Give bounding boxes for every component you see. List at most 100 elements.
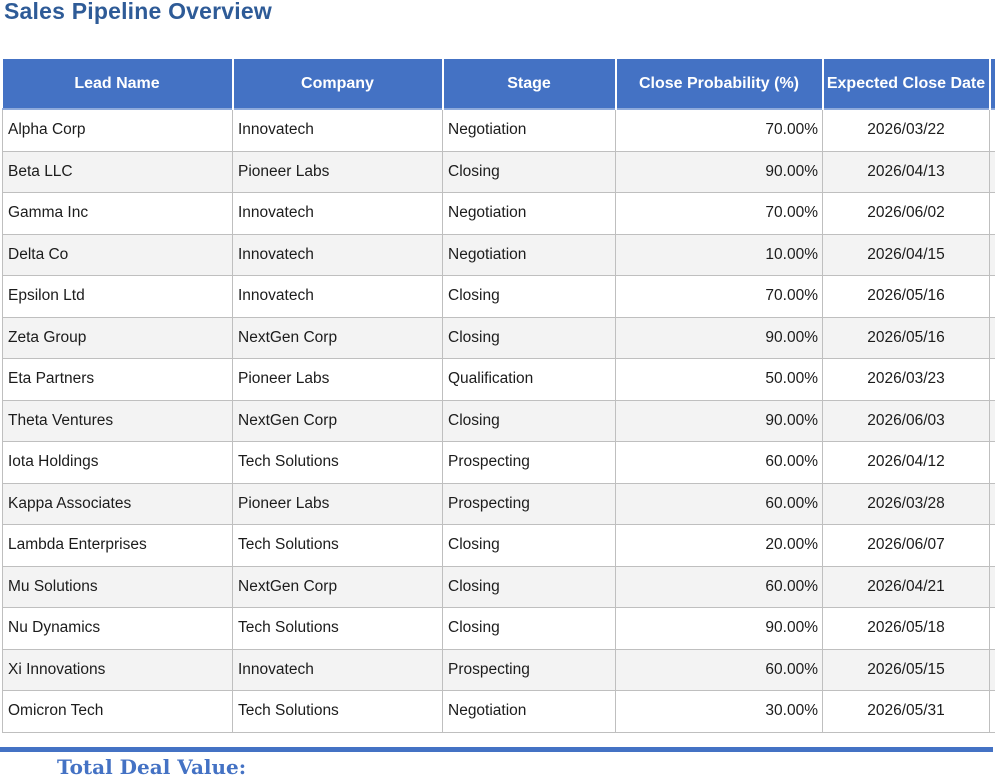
cell-expected_close_date: 2026/04/12 [822, 441, 990, 484]
cell-company: NextGen Corp [232, 399, 443, 442]
column-header-close_probability: Close Probability (%) [615, 59, 824, 109]
cell-lead_name: Alpha Corp [2, 108, 233, 152]
cell-stage: Closing [442, 524, 616, 567]
table-row: Nu Dynamics Tech Solutions Closing 90.00% 20… [2, 607, 995, 650]
cell-close_probability: 70.00% [615, 192, 823, 235]
cell-company: NextGen Corp [232, 316, 443, 359]
column-header-company: Company [232, 59, 444, 109]
cell-close_probability: 60.00% [615, 482, 823, 525]
pipeline-table: Lead Name Company Stage Close Probability (… [2, 59, 995, 733]
cell-expected_close_date: 2026/03/23 [822, 358, 990, 401]
cell-stage: Closing [442, 275, 616, 318]
cell-clipped_extra [989, 690, 995, 733]
cell-expected_close_date: 2026/04/15 [822, 233, 990, 276]
cell-lead_name: Beta LLC [2, 150, 233, 193]
cell-close_probability: 70.00% [615, 275, 823, 318]
cell-company: NextGen Corp [232, 565, 443, 608]
cell-close_probability: 90.00% [615, 150, 823, 193]
cell-stage: Negotiation [442, 108, 616, 152]
cell-clipped_extra [989, 607, 995, 650]
cell-lead_name: Xi Innovations [2, 648, 233, 691]
cell-company: Tech Solutions [232, 690, 443, 733]
cell-lead_name: Nu Dynamics [2, 607, 233, 650]
cell-expected_close_date: 2026/04/21 [822, 565, 990, 608]
cell-lead_name: Omicron Tech [2, 690, 233, 733]
cell-expected_close_date: 2026/05/18 [822, 607, 990, 650]
cell-stage: Prospecting [442, 482, 616, 525]
cell-stage: Closing [442, 399, 616, 442]
cell-company: Innovatech [232, 192, 443, 235]
column-header-expected_close_date: Expected Close Date [822, 59, 991, 109]
table-row: Epsilon Ltd Innovatech Closing 70.00% 2026/0… [2, 275, 995, 318]
table-row: Lambda Enterprises Tech Solutions Closing 2… [2, 524, 995, 567]
cell-close_probability: 70.00% [615, 108, 823, 152]
cell-expected_close_date: 2026/06/03 [822, 399, 990, 442]
column-header-stage: Stage [442, 59, 617, 109]
cell-clipped_extra [989, 233, 995, 276]
table-row: Xi Innovations Innovatech Prospecting 60.00… [2, 648, 995, 691]
table-row: Zeta Group NextGen Corp Closing 90.00% 2026/… [2, 316, 995, 359]
cell-lead_name: Iota Holdings [2, 441, 233, 484]
cell-lead_name: Kappa Associates [2, 482, 233, 525]
cell-clipped_extra [989, 316, 995, 359]
cell-close_probability: 90.00% [615, 399, 823, 442]
header-row: Lead Name Company Stage Close Probability (… [2, 59, 995, 109]
cell-expected_close_date: 2026/03/22 [822, 108, 990, 152]
pipeline-table-container: Lead Name Company Stage Close Probability (… [2, 59, 995, 733]
cell-stage: Negotiation [442, 690, 616, 733]
cell-clipped_extra [989, 482, 995, 525]
table-row: Gamma Inc Innovatech Negotiation 70.00% 2026… [2, 192, 995, 235]
cell-stage: Prospecting [442, 441, 616, 484]
cell-close_probability: 60.00% [615, 565, 823, 608]
cell-lead_name: Delta Co [2, 233, 233, 276]
cell-expected_close_date: 2026/04/13 [822, 150, 990, 193]
cell-close_probability: 60.00% [615, 648, 823, 691]
page-title: Sales Pipeline Overview [4, 0, 272, 24]
total-deal-value-label: Total Deal Value: [57, 755, 247, 775]
cell-clipped_extra [989, 648, 995, 691]
cell-close_probability: 10.00% [615, 233, 823, 276]
cell-stage: Closing [442, 565, 616, 608]
cell-clipped_extra [989, 192, 995, 235]
cell-company: Pioneer Labs [232, 358, 443, 401]
table-row: Alpha Corp Innovatech Negotiation 70.00% 202… [2, 108, 995, 152]
cell-close_probability: 30.00% [615, 690, 823, 733]
cell-expected_close_date: 2026/03/28 [822, 482, 990, 525]
table-row: Theta Ventures NextGen Corp Closing 90.00% 2… [2, 399, 995, 442]
cell-close_probability: 90.00% [615, 607, 823, 650]
cell-clipped_extra [989, 150, 995, 193]
cell-stage: Closing [442, 150, 616, 193]
footer-divider [0, 747, 993, 752]
cell-lead_name: Zeta Group [2, 316, 233, 359]
cell-expected_close_date: 2026/05/31 [822, 690, 990, 733]
cell-stage: Closing [442, 607, 616, 650]
cell-lead_name: Eta Partners [2, 358, 233, 401]
cell-clipped_extra [989, 524, 995, 567]
cell-stage: Prospecting [442, 648, 616, 691]
cell-company: Tech Solutions [232, 524, 443, 567]
cell-close_probability: 90.00% [615, 316, 823, 359]
cell-expected_close_date: 2026/06/02 [822, 192, 990, 235]
cell-lead_name: Lambda Enterprises [2, 524, 233, 567]
cell-company: Innovatech [232, 108, 443, 152]
cell-lead_name: Mu Solutions [2, 565, 233, 608]
cell-expected_close_date: 2026/05/16 [822, 316, 990, 359]
cell-stage: Closing [442, 316, 616, 359]
table-row: Mu Solutions NextGen Corp Closing 60.00% 202… [2, 565, 995, 608]
cell-stage: Qualification [442, 358, 616, 401]
cell-close_probability: 50.00% [615, 358, 823, 401]
cell-clipped_extra [989, 565, 995, 608]
cell-clipped_extra [989, 399, 995, 442]
cell-company: Tech Solutions [232, 607, 443, 650]
table-row: Omicron Tech Tech Solutions Negotiation 30.… [2, 690, 995, 733]
cell-expected_close_date: 2026/05/16 [822, 275, 990, 318]
cell-company: Innovatech [232, 275, 443, 318]
cell-company: Innovatech [232, 233, 443, 276]
cell-clipped_extra [989, 358, 995, 401]
cell-lead_name: Gamma Inc [2, 192, 233, 235]
cell-company: Pioneer Labs [232, 482, 443, 525]
cell-stage: Negotiation [442, 233, 616, 276]
cell-company: Tech Solutions [232, 441, 443, 484]
column-header-clipped_extra [989, 59, 995, 109]
